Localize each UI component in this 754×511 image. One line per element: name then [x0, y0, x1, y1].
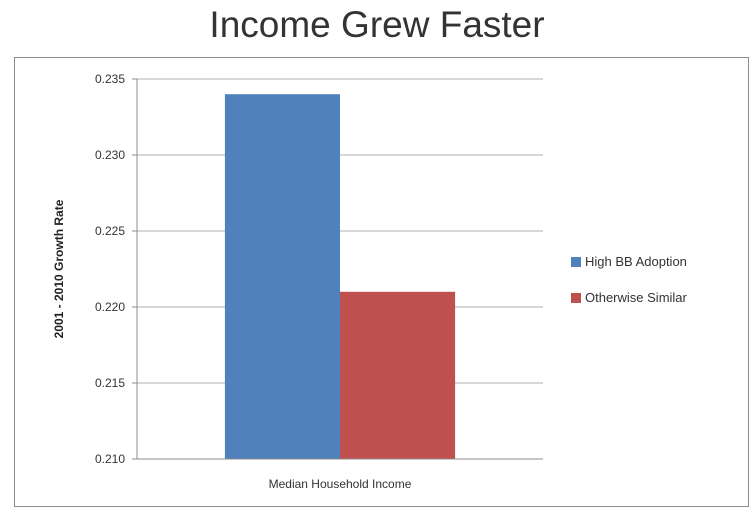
y-axis-title: 2001 - 2010 Growth Rate [52, 199, 66, 338]
legend-label: High BB Adoption [585, 254, 687, 269]
y-tick-label: 0.220 [95, 300, 125, 314]
chart-title: Income Grew Faster [209, 4, 545, 45]
bar-otherwise-similar [340, 291, 456, 459]
legend-swatch [571, 257, 581, 267]
bar-high-bb-adoption [224, 94, 340, 459]
y-tick-label: 0.230 [95, 148, 125, 162]
legend-swatch [571, 293, 581, 303]
y-tick-label: 0.215 [95, 376, 125, 390]
legend-label: Otherwise Similar [585, 290, 688, 305]
y-tick-label: 0.235 [95, 72, 125, 86]
x-category-label: Median Household Income [269, 477, 412, 491]
y-tick-label: 0.210 [95, 452, 125, 466]
y-tick-label: 0.225 [95, 224, 125, 238]
